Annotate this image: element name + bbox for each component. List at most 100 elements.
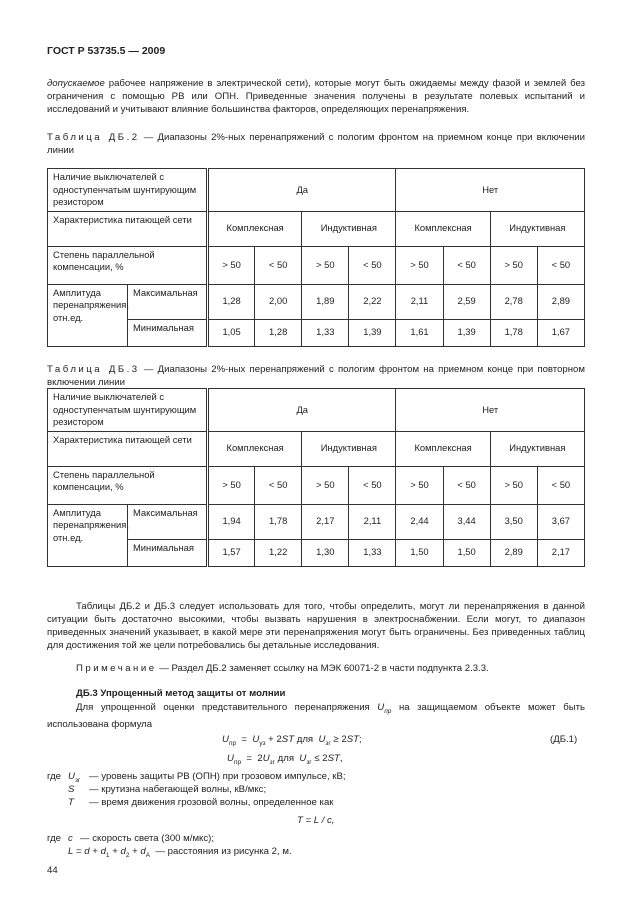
- caption-prefix: Таблица ДБ.3: [47, 364, 140, 375]
- min-value: 1,05: [207, 318, 256, 347]
- min-value: 1,39: [442, 318, 491, 347]
- compensation-cell: < 50: [254, 245, 303, 285]
- min-value: 1,50: [442, 538, 491, 567]
- compensation-cell: < 50: [254, 465, 303, 505]
- max-value: 3,44: [442, 503, 491, 540]
- compensation-cell: > 50: [301, 245, 350, 285]
- min-value: 1,67: [536, 318, 586, 347]
- max-value: 2,59: [442, 283, 491, 320]
- u-pr-symbol: Uпр: [377, 702, 392, 715]
- max-value: 1,89: [301, 283, 350, 320]
- max-value: 2,89: [536, 283, 586, 320]
- compensation-cell: < 50: [442, 245, 491, 285]
- header-amplitude: Амплитуда перенапряжения, отн.ед.: [47, 283, 129, 347]
- def-L: — расстояния из рисунка 2, м.: [155, 846, 292, 857]
- min-value: 1,33: [301, 318, 350, 347]
- def-c: — скорость света (300 м/мкс);: [80, 833, 214, 844]
- network-type: Индуктивная: [301, 430, 397, 467]
- para2b: на защищаемом объекте может быть использ…: [47, 702, 585, 730]
- compensation-cell: < 50: [536, 245, 586, 285]
- formula-3: T = L / c,: [297, 815, 335, 826]
- max-value: 1,78: [254, 503, 303, 540]
- network-type: Комплексная: [207, 210, 303, 247]
- overvoltage-table: Наличие выключателей с одноступенчатым ш…: [46, 388, 586, 567]
- network-type: Индуктивная: [301, 210, 397, 247]
- header-yes: Да: [207, 388, 397, 432]
- compensation-cell: > 50: [207, 465, 256, 505]
- min-value: 2,89: [489, 538, 538, 567]
- formula-L: L = d + d1 + d2 + dA — расстояния из рис…: [68, 846, 292, 859]
- max-value: 2,17: [301, 503, 350, 540]
- header-no: Нет: [395, 168, 585, 212]
- where-label-2: где: [47, 833, 62, 844]
- max-value: 3,67: [536, 503, 586, 540]
- network-type: Индуктивная: [489, 430, 586, 467]
- def-t: — время движения грозовой волны, определ…: [89, 797, 334, 808]
- header-amplitude: Амплитуда перенапряжения, отн.ед.: [47, 503, 129, 567]
- min-value: 1,78: [489, 318, 538, 347]
- compensation-cell: < 50: [536, 465, 586, 505]
- min-value: 1,22: [254, 538, 303, 567]
- page-number: 44: [47, 865, 58, 876]
- note-prefix: Примечание: [76, 663, 157, 674]
- caption-prefix: Таблица ДБ.2: [47, 132, 140, 143]
- caption-text: — Диапазоны 2%-ных перенапряжений с поло…: [47, 364, 585, 388]
- table-caption: Таблица ДБ.3 — Диапазоны 2%-ных перенапр…: [47, 363, 585, 389]
- compensation-cell: < 50: [348, 245, 397, 285]
- max-value: 2,00: [254, 283, 303, 320]
- compensation-cell: < 50: [442, 465, 491, 505]
- where-label: где: [47, 771, 62, 782]
- min-label: Минимальная: [126, 318, 210, 347]
- header-switch: Наличие выключателей с одноступенчатым ш…: [46, 168, 210, 212]
- max-value: 2,11: [395, 283, 444, 320]
- compensation-cell: < 50: [348, 465, 397, 505]
- compensation-cell: > 50: [207, 245, 256, 285]
- symbol-s: S: [68, 784, 75, 795]
- max-value: 2,78: [489, 283, 538, 320]
- min-value: 1,28: [254, 318, 303, 347]
- max-label: Максимальная: [126, 503, 210, 540]
- standard-header: ГОСТ Р 53735.5 — 2009: [47, 45, 166, 57]
- min-value: 1,50: [395, 538, 444, 567]
- max-value: 1,94: [207, 503, 256, 540]
- symbol-uzg: Uзг: [68, 771, 81, 784]
- paragraph-tables-usage: Таблицы ДБ.2 и ДБ.3 следует использовать…: [47, 601, 585, 651]
- min-value: 1,39: [348, 318, 397, 347]
- section-title: ДБ.3 Упрощенный метод защиты от молнии: [76, 688, 286, 699]
- max-value: 2,11: [348, 503, 397, 540]
- network-type: Комплексная: [207, 430, 303, 467]
- max-value: 2,44: [395, 503, 444, 540]
- formula-number: (ДБ.1): [550, 734, 578, 745]
- compensation-cell: > 50: [301, 465, 350, 505]
- header-yes: Да: [207, 168, 397, 212]
- min-value: 1,61: [395, 318, 444, 347]
- network-type: Индуктивная: [489, 210, 586, 247]
- paragraph-formula-intro: Для упрощенной оценки представительного …: [47, 701, 585, 731]
- def-s: — крутизна набегающей волны, кВ/мкс;: [89, 784, 267, 795]
- network-type: Комплексная: [395, 210, 491, 247]
- compensation-cell: > 50: [489, 465, 538, 505]
- header-switch: Наличие выключателей с одноступенчатым ш…: [46, 388, 210, 432]
- para2a: Для упрощенной оценки представительного …: [76, 702, 378, 713]
- overvoltage-table: Наличие выключателей с одноступенчатым ш…: [46, 168, 586, 347]
- header-network: Характеристика питающей сети: [46, 210, 210, 247]
- header-compensation: Степень параллельной компенсации, %: [46, 245, 210, 285]
- note: Примечание — Раздел ДБ.2 заменяет ссылку…: [47, 662, 585, 675]
- network-type: Комплексная: [395, 430, 491, 467]
- max-value: 3,50: [489, 503, 538, 540]
- min-label: Минимальная: [126, 538, 210, 567]
- compensation-cell: > 50: [395, 245, 444, 285]
- intro-paragraph: допускаемое рабочее напряжение в электри…: [47, 77, 585, 116]
- symbol-t: T: [68, 797, 74, 808]
- note-text: — Раздел ДБ.2 заменяет ссылку на МЭК 600…: [156, 663, 489, 674]
- compensation-cell: > 50: [395, 465, 444, 505]
- def-uzg: — уровень защиты РВ (ОПН) при грозовом и…: [89, 771, 346, 782]
- max-value: 1,28: [207, 283, 256, 320]
- formula-2: Uпр = 2Uзг для Uзг ≤ 2ST,: [227, 753, 343, 766]
- formula-1: Uпр = Uуз + 2ST для Uзг ≥ 2ST;: [222, 734, 362, 747]
- intro-italic: допускаемое: [47, 78, 105, 89]
- min-value: 1,33: [348, 538, 397, 567]
- symbol-c: c: [68, 833, 73, 844]
- min-value: 2,17: [536, 538, 586, 567]
- intro-text: рабочее напряжение в электрической сети)…: [47, 78, 585, 115]
